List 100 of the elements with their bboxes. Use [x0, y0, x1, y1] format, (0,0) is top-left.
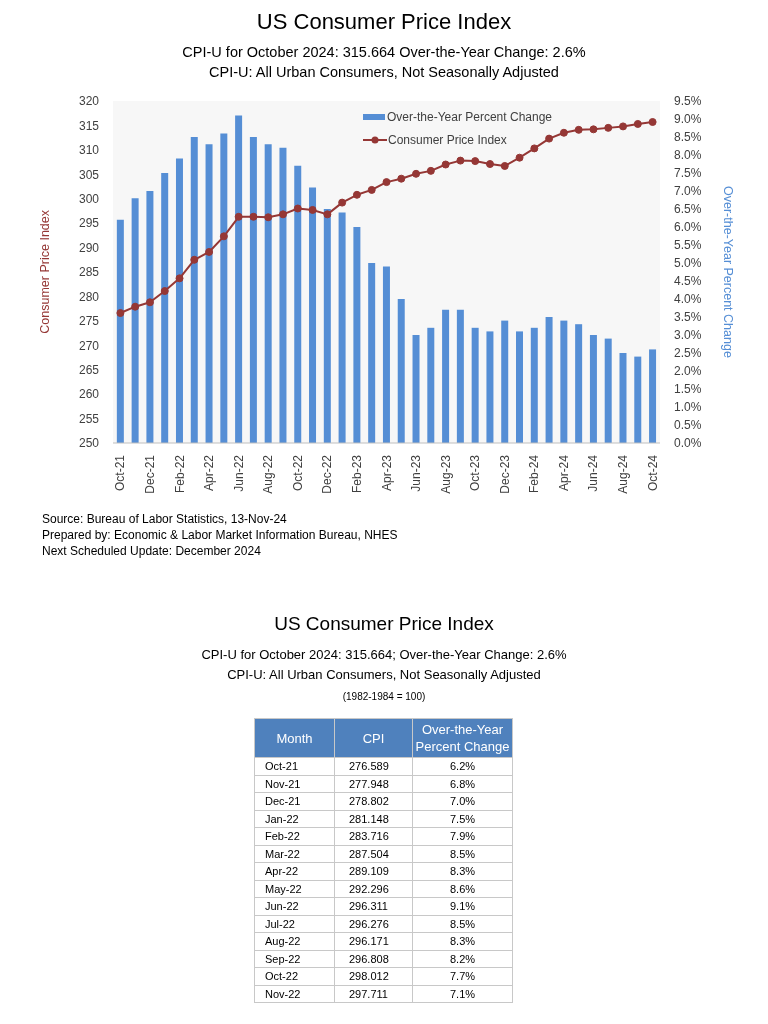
y-tick-label: 295 — [78, 216, 100, 231]
x-tick-label: Aug-22 — [261, 454, 276, 494]
point — [471, 157, 480, 166]
category-label: May-22 — [265, 882, 302, 895]
point — [485, 160, 494, 169]
y-tick-label: 320 — [78, 94, 100, 109]
category-label: Jan-22 — [265, 812, 299, 825]
bar — [146, 191, 154, 443]
point — [619, 122, 628, 131]
x-tick-label: Feb-22 — [172, 454, 187, 494]
y2-tick-label: 9.0% — [674, 112, 702, 127]
data-label: 278.802 — [349, 795, 389, 808]
y2-tick-label: 6.5% — [674, 202, 702, 217]
y-tick-label: 265 — [78, 362, 100, 377]
bar — [235, 115, 243, 443]
point — [131, 302, 140, 311]
y-tick-label: 290 — [78, 240, 100, 255]
y-tick-label: 285 — [78, 265, 100, 280]
point — [160, 287, 169, 296]
text: CPI — [362, 730, 385, 746]
bar — [442, 309, 450, 443]
data-label: 8.2% — [449, 952, 476, 965]
text: Next Scheduled Update: December 2024 — [42, 544, 261, 558]
bar — [116, 219, 124, 443]
y2-tick-label: 7.5% — [674, 166, 702, 181]
bar — [353, 227, 361, 443]
y2-tick-label: 4.0% — [674, 292, 702, 307]
y2-tick-label: 7.0% — [674, 184, 702, 199]
y-tick-label: 315 — [78, 118, 100, 133]
point — [308, 205, 317, 214]
point — [382, 178, 391, 187]
text: Over-the-Year Percent Change — [415, 722, 510, 754]
bar — [279, 147, 287, 443]
y2-tick-label: 0.5% — [674, 418, 702, 433]
bar — [516, 331, 524, 443]
data-label: 8.3% — [449, 865, 476, 878]
bar — [205, 144, 213, 443]
bar — [175, 158, 183, 443]
y-axis-title: Consumer Price Index — [38, 210, 52, 334]
bar — [649, 349, 657, 443]
bar — [589, 335, 597, 443]
data-label: 7.7% — [449, 970, 476, 983]
y2-tick-label: 3.0% — [674, 328, 702, 343]
point — [205, 247, 214, 256]
category-label: Nov-22 — [265, 987, 301, 1000]
legend-label: Consumer Price Index — [388, 132, 507, 147]
point — [352, 190, 361, 199]
text: Month — [276, 730, 313, 746]
bar — [471, 327, 479, 443]
point — [426, 166, 435, 175]
bar — [131, 198, 139, 443]
data-label: 298.012 — [349, 970, 389, 983]
category-label: Apr-22 — [265, 865, 299, 878]
data-label: 7.0% — [449, 795, 476, 808]
bar — [530, 327, 538, 443]
point — [219, 232, 228, 241]
category-label: Jul-22 — [265, 917, 295, 930]
point — [441, 160, 450, 169]
category-label: Mar-22 — [265, 847, 300, 860]
text: CPI-U for October 2024: 315.664; Over-the-Year Change: 2.6% CPI-U: All Urban Consumers, Not Seasonally Adjusted — [201, 647, 567, 682]
bar — [427, 327, 435, 443]
bar — [368, 263, 376, 443]
data-label: 277.948 — [349, 777, 389, 790]
bar — [220, 133, 228, 443]
x-tick-label: Aug-24 — [616, 454, 631, 494]
bar — [486, 331, 494, 443]
data-label: 283.716 — [349, 830, 389, 843]
y-tick-label: 255 — [78, 411, 100, 426]
bar — [412, 335, 420, 443]
bar — [161, 173, 169, 443]
x-tick-label: Feb-24 — [527, 454, 542, 494]
data-label: 6.8% — [449, 777, 476, 790]
y2-tick-label: 4.5% — [674, 274, 702, 289]
point — [559, 128, 568, 137]
data-label: 9.1% — [449, 900, 476, 913]
x-tick-label: Dec-22 — [320, 454, 335, 494]
x-tick-label: Aug-23 — [438, 454, 453, 494]
x-tick-label: Oct-21 — [113, 454, 128, 492]
point — [338, 198, 347, 207]
text: (1982-1984 = 100) — [342, 691, 426, 702]
x-tick-label: Oct-23 — [468, 454, 483, 492]
source-note: Source: Bureau of Labor Statistics, 13-Nov-24 — [42, 512, 287, 526]
category-label: Sep-22 — [265, 952, 301, 965]
y-tick-label: 280 — [78, 289, 100, 304]
data-label: 7.1% — [449, 987, 476, 1000]
point — [234, 212, 243, 221]
bar — [397, 299, 405, 443]
bar — [545, 317, 553, 443]
chart-subtitle: CPI-U for October 2024: 315.664 Over-the-Year Change: 2.6% CPI-U: All Urban Consumers, Not Seasonally Adjusted — [182, 44, 586, 80]
data-label: 292.296 — [349, 882, 389, 895]
x-tick-label: Apr-23 — [379, 454, 394, 492]
x-tick-label: Jun-23 — [409, 454, 424, 492]
x-tick-label: Apr-22 — [202, 454, 217, 492]
y2-tick-label: 5.0% — [674, 256, 702, 271]
x-tick-label: Oct-24 — [645, 454, 660, 492]
y2-tick-label: 2.0% — [674, 364, 702, 379]
text: US Consumer Price Index — [274, 613, 494, 634]
y-tick-label: 270 — [78, 338, 100, 353]
bar — [634, 356, 642, 443]
data-label: 8.6% — [449, 882, 476, 895]
